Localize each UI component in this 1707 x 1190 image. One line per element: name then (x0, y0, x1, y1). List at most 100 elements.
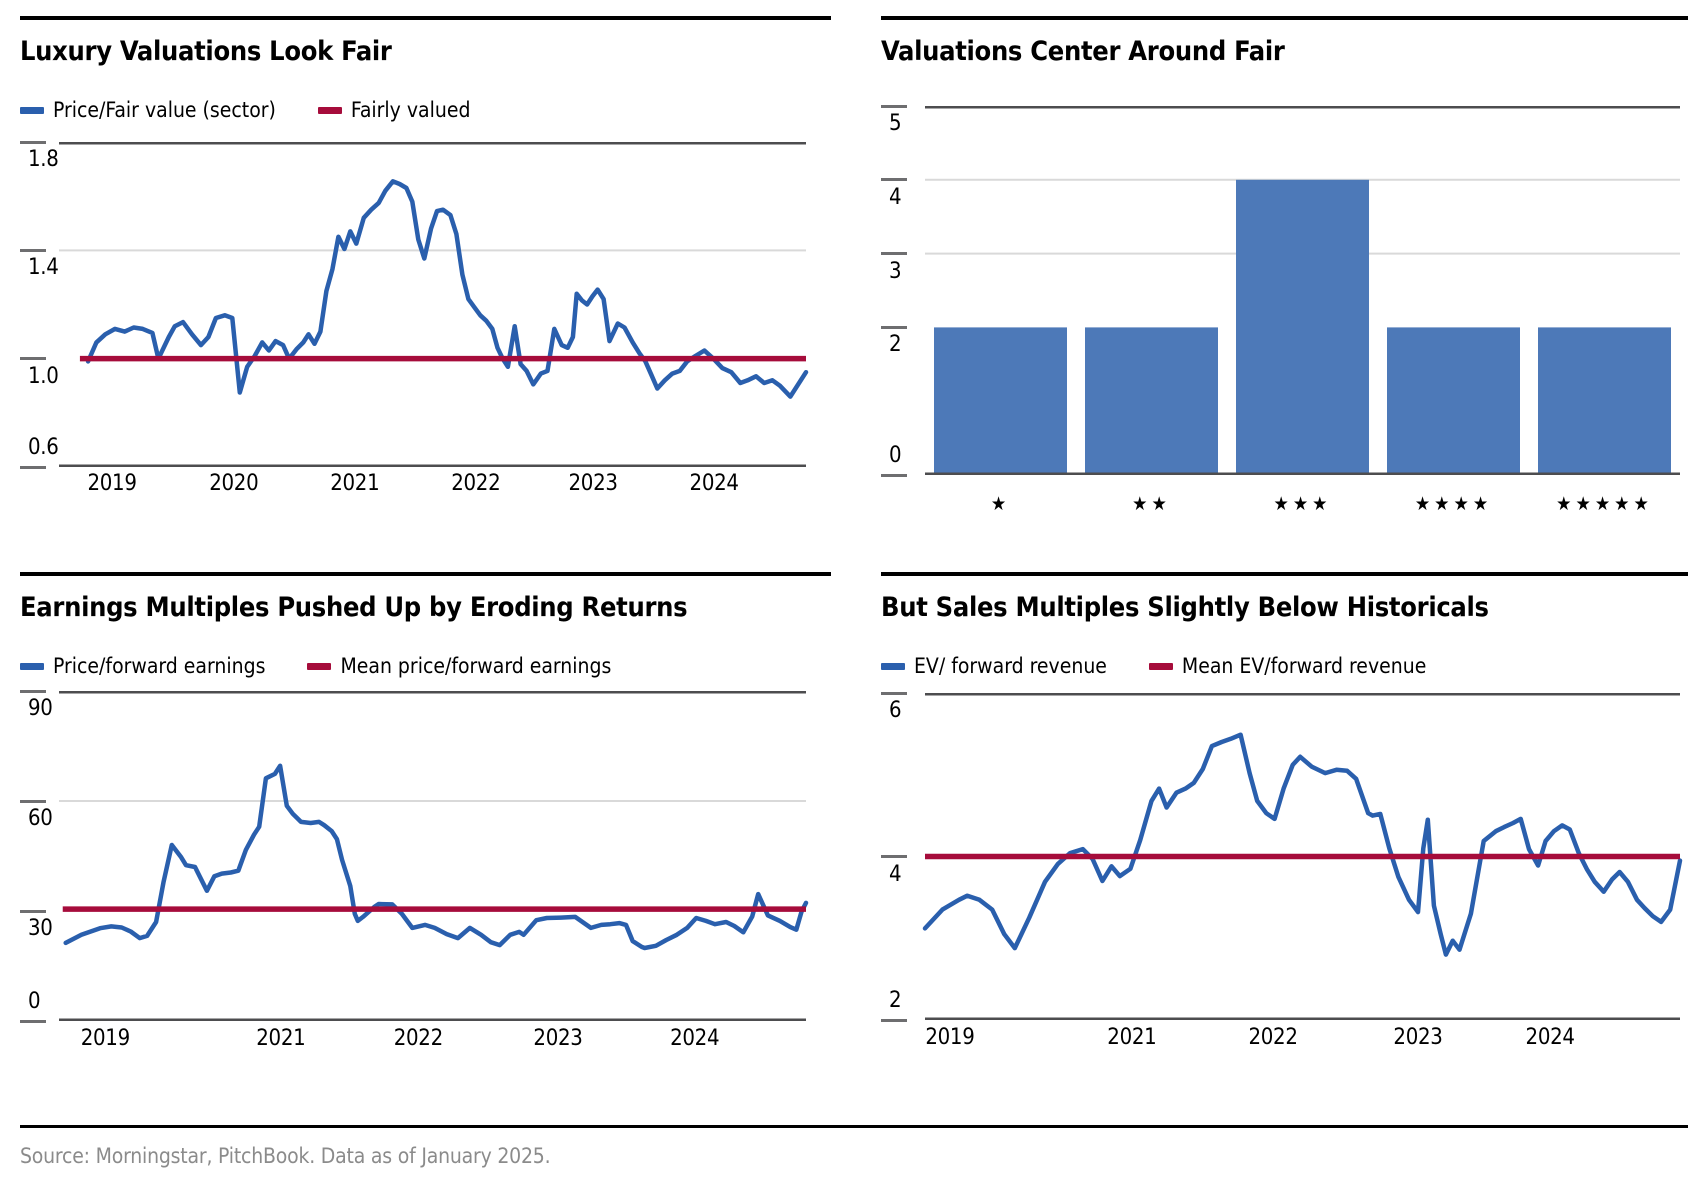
footer-divider (20, 1125, 1688, 1128)
chart-price-forward-earnings: Earnings Multiples Pushed Up by Eroding … (20, 572, 831, 1082)
legend-label: EV/ forward revenue (914, 654, 1107, 678)
y-tick (20, 799, 46, 803)
chart-title: Valuations Center Around Fair (881, 36, 1285, 67)
y-axis-label: 1.8 (28, 147, 59, 172)
legend-item: Mean EV/forward revenue (1148, 654, 1427, 678)
section-rule (881, 16, 1688, 20)
plot-price-forward-earnings (59, 691, 809, 1021)
y-tick (881, 1018, 907, 1022)
y-tick (881, 325, 907, 329)
x-axis-label: 2024 (1525, 1025, 1575, 1050)
star-rating-label: ★ (990, 493, 1011, 515)
y-axis-label: 6 (889, 698, 902, 723)
legend-item: Fairly valued (317, 98, 471, 122)
star-rating-label: ★★★★★ (1556, 493, 1653, 515)
y-tick (881, 473, 907, 477)
y-axis-label: 0.6 (28, 435, 59, 460)
chart-legend: Price/Fair value (sector) Fairly valued (20, 98, 470, 122)
y-tick (20, 357, 46, 361)
x-axis-label: 2021 (256, 1026, 306, 1051)
y-axis-label: 0 (889, 443, 902, 468)
chart-title: Luxury Valuations Look Fair (20, 36, 392, 67)
series-line (922, 732, 1683, 957)
y-tick (881, 691, 907, 695)
y-axis-label: 30 (28, 916, 53, 941)
legend-swatch-blue-dash-icon (20, 106, 44, 114)
bar-5-star (1538, 327, 1671, 475)
x-axis-label: 2023 (533, 1026, 583, 1051)
x-axis-label: 2020 (209, 471, 259, 496)
x-axis-label: 2023 (1393, 1025, 1443, 1050)
bar-3-star (1236, 179, 1369, 476)
x-axis-label: 2019 (925, 1025, 975, 1050)
x-axis-label: 2024 (689, 471, 739, 496)
star-rating-label: ★★★ (1273, 493, 1332, 515)
y-axis-label: 90 (28, 696, 53, 721)
chart-legend: EV/ forward revenue Mean EV/forward reve… (881, 654, 1426, 678)
chart-ev-forward-revenue: But Sales Multiples Slightly Below Histo… (881, 572, 1688, 1082)
legend-item: Price/forward earnings (20, 654, 265, 678)
x-axis-label: 2021 (1107, 1025, 1157, 1050)
y-axis-label: 1.4 (28, 255, 59, 281)
plot-star-rating-distribution (925, 106, 1680, 476)
series-line (63, 763, 809, 951)
chart-price-fair-value: Luxury Valuations Look Fair Price/Fair v… (20, 16, 831, 546)
legend-label: Fairly valued (350, 98, 471, 122)
legend-label: Price/Fair value (sector) (53, 98, 276, 122)
y-tick (20, 1019, 46, 1023)
bar-1-star (934, 327, 1067, 475)
y-tick (881, 178, 907, 182)
y-tick (881, 855, 907, 858)
plot-price-fair-value (59, 142, 809, 467)
legend-swatch-red-dash-icon (1148, 662, 1173, 670)
section-rule (20, 572, 831, 576)
legend-label: Mean EV/forward revenue (1181, 654, 1427, 678)
x-axis-label: 2022 (393, 1026, 443, 1051)
source-note: Source: Morningstar, PitchBook. Data as … (20, 1144, 551, 1168)
chart-legend: Price/forward earnings Mean price/forwar… (20, 654, 611, 678)
x-axis-label: 2022 (1248, 1025, 1298, 1050)
plot-ev-forward-revenue (922, 693, 1683, 1020)
y-axis-label: 0 (28, 989, 41, 1014)
x-axis-label: 2024 (670, 1026, 720, 1051)
y-axis-label: 5 (889, 111, 902, 136)
y-axis-label: 4 (889, 861, 902, 887)
x-axis-label: 2023 (568, 471, 618, 496)
chart-title: Earnings Multiples Pushed Up by Eroding … (20, 592, 688, 623)
legend-swatch-red-dash-icon (307, 662, 332, 670)
x-axis-label: 2019 (87, 471, 137, 496)
series-line (85, 179, 809, 399)
y-axis-label: 1.0 (28, 363, 59, 389)
y-tick (20, 909, 46, 913)
bar-4-star (1387, 327, 1520, 475)
star-rating-label: ★★★★ (1414, 493, 1493, 515)
x-axis-label: 2021 (330, 471, 380, 496)
legend-label: Mean price/forward earnings (340, 654, 612, 678)
chart-title: But Sales Multiples Slightly Below Histo… (881, 592, 1489, 623)
y-tick (881, 104, 907, 108)
legend-label: Price/forward earnings (53, 654, 266, 678)
legend-swatch-red-dash-icon (317, 106, 342, 114)
x-axis-label: 2019 (80, 1026, 130, 1051)
legend-swatch-blue-dash-icon (881, 662, 905, 670)
y-axis-label: 4 (889, 184, 902, 210)
x-axis-label: 2022 (451, 471, 501, 496)
y-tick (881, 252, 907, 256)
y-axis-label: 3 (889, 258, 902, 284)
bar-2-star (1085, 327, 1218, 475)
y-axis-label: 2 (889, 332, 902, 358)
y-tick (20, 140, 46, 144)
legend-swatch-blue-dash-icon (20, 662, 44, 670)
y-axis-label: 60 (28, 806, 53, 831)
legend-item: EV/ forward revenue (881, 654, 1107, 678)
y-axis-label: 2 (889, 988, 902, 1013)
y-tick (20, 248, 46, 252)
section-rule (20, 16, 831, 20)
legend-item: Price/Fair value (sector) (20, 98, 276, 122)
y-tick (20, 689, 46, 693)
legend-item: Mean price/forward earnings (307, 654, 611, 678)
chart-star-rating-distribution: Valuations Center Around Fair 5 4 3 2 0 ★ ★★ ★★… (881, 16, 1688, 546)
y-tick (20, 465, 46, 469)
section-rule (881, 572, 1688, 576)
